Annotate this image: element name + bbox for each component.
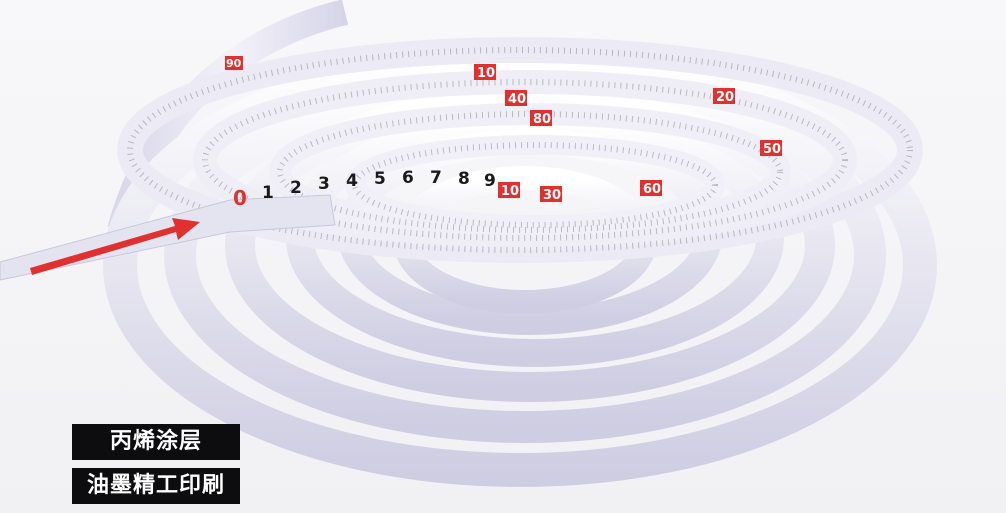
digit: 2 (290, 178, 302, 198)
digit: 7 (430, 168, 442, 188)
caption-ink-printing: 油墨精工印刷 (72, 468, 240, 504)
red-mark: 90 (226, 57, 242, 70)
red-mark: 10 (477, 66, 495, 81)
scale-band (117, 37, 923, 263)
red-mark: 40 (508, 92, 526, 107)
red-mark: 80 (533, 112, 551, 127)
tick-marks (352, 142, 718, 228)
caption-acrylic-coating: 丙烯涂层 (72, 424, 240, 460)
red-mark: 50 (763, 142, 781, 157)
scale-band (345, 135, 725, 235)
digit: 3 (318, 174, 330, 194)
scale-digits: 0 1 2 3 4 5 6 7 8 9 (233, 168, 496, 210)
tick-marks (277, 111, 783, 233)
red-mark: 10 (501, 184, 519, 199)
digit: 4 (346, 171, 358, 191)
digit: 5 (374, 169, 386, 189)
digit: 9 (484, 171, 496, 191)
digit: 1 (262, 183, 274, 203)
digit: 8 (458, 169, 470, 189)
tick-marks (127, 47, 913, 253)
tick-marks (202, 79, 848, 241)
red-arrow-icon (30, 218, 200, 275)
digit: 6 (402, 168, 414, 188)
red-mark: 60 (643, 182, 661, 197)
red-marks: 10 20 30 40 50 60 10 80 90 (225, 56, 782, 203)
red-mark: 30 (543, 188, 561, 203)
red-mark: 20 (716, 90, 734, 105)
zero-mark: 0 (233, 186, 247, 210)
